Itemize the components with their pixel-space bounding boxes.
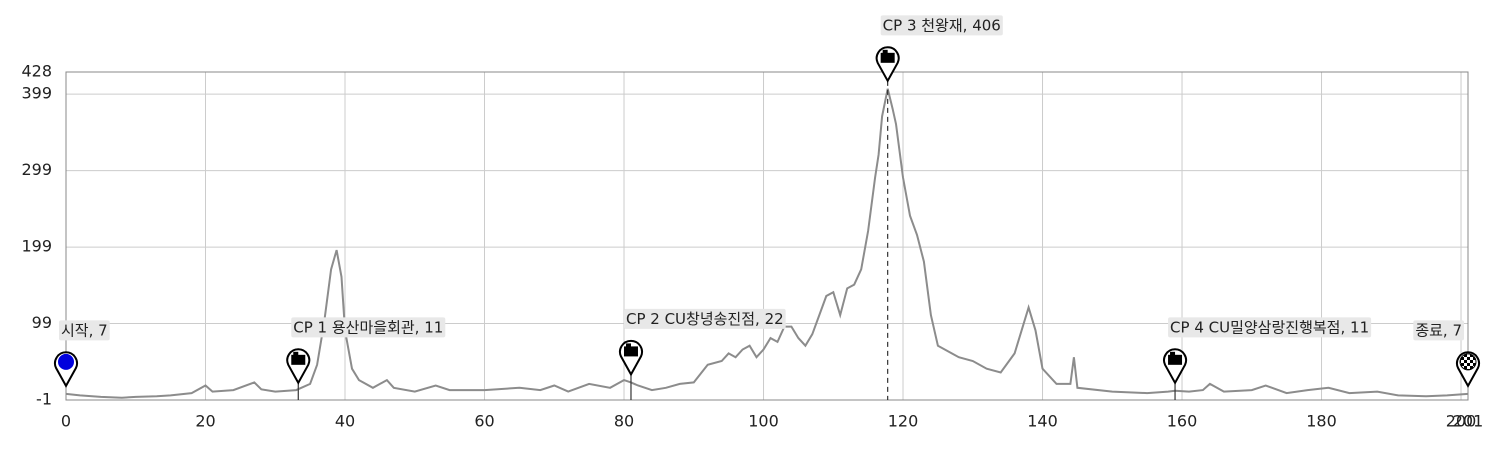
checkpoint-label: CP 2 CU창녕송진점, 22 (626, 310, 784, 328)
plot-border (65, 71, 1469, 401)
pin-icon (58, 353, 74, 370)
checkpoint-label: 시작, 7 (61, 321, 108, 339)
pin-icon (623, 346, 638, 357)
y-tick-label: 299 (21, 160, 52, 179)
checkpoint-label-bg (59, 320, 110, 341)
checkpoint-label: CP 1 용산마을회관, 11 (293, 318, 443, 336)
pin-icon (880, 52, 895, 63)
x-tick-label: 0 (61, 412, 71, 431)
pin-icon (1170, 351, 1176, 356)
y-tick-label: 199 (21, 237, 52, 256)
x-tick-label: 20 (195, 412, 215, 431)
x-tick-label: 100 (748, 412, 779, 431)
checkpoint-pin (54, 351, 78, 388)
checkpoint-pin (1163, 348, 1188, 385)
y-tick-label: 399 (21, 84, 52, 103)
y-tick-label: 428 (21, 62, 52, 81)
x-tick-label: 140 (1027, 412, 1058, 431)
x-tick-label: 40 (335, 412, 355, 431)
checkpoint-pin (875, 46, 900, 83)
checkpoint-pin (1456, 351, 1480, 388)
pin-icon (1168, 354, 1183, 365)
pin-icon (291, 354, 306, 365)
x-tick-label: 120 (888, 412, 919, 431)
pin-icon (1459, 353, 1477, 371)
pin-shape (1163, 348, 1188, 385)
x-tick-label: 80 (614, 412, 634, 431)
x-tick-label: 180 (1306, 412, 1337, 431)
y-tick-label: 99 (32, 313, 52, 332)
checkpoint-label-bg (880, 15, 1003, 36)
pin-icon (293, 351, 299, 356)
checkpoint-label-bg (1168, 317, 1372, 338)
x-tick-label: 201 (1453, 412, 1484, 431)
x-tick-label: 160 (1167, 412, 1198, 431)
checkpoint-label-bg (623, 308, 786, 329)
checkpoint-label: CP 3 천왕재, 406 (883, 16, 1001, 34)
checkpoint-label-bg (291, 317, 446, 338)
checkpoint-label: 종료, 7 (1415, 321, 1462, 339)
checkpoint-pin (286, 348, 311, 385)
checkpoint-label: CP 4 CU밀양삼랑진행복점, 11 (1170, 318, 1369, 336)
x-tick-label: 200 (1446, 412, 1477, 431)
checkpoint-label-bg (1413, 320, 1464, 341)
pin-icon (882, 49, 888, 54)
y-tick-label: -1 (36, 390, 52, 409)
checkpoint-pin (619, 339, 643, 377)
x-tick-label: 60 (474, 412, 494, 431)
elevation-line (65, 88, 1469, 399)
pin-icon (625, 343, 631, 348)
